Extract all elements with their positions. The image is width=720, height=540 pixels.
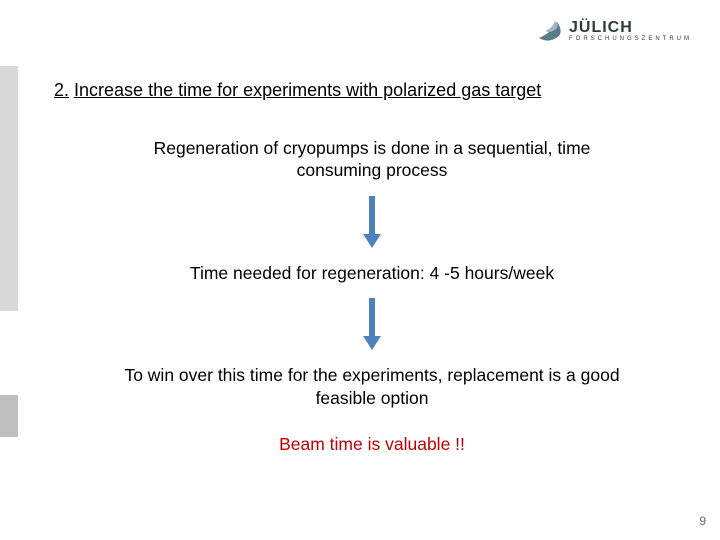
conclusion-text: Beam time is valuable !! [54,433,690,455]
sidebar-block-2 [0,395,18,437]
arrow-1 [54,196,690,248]
down-arrow-icon [363,298,381,350]
logo-name: JÜLICH [569,19,633,37]
down-arrow-icon [363,196,381,248]
arrow-2 [54,298,690,350]
sidebar-block-1 [0,66,18,311]
paragraph-1: Regeneration of cryopumps is done in a s… [112,137,632,182]
julich-logo: JÜLICH FORSCHUNGSZENTRUM [535,16,692,44]
heading-number: 2. [54,80,69,100]
slide-heading: 2. Increase the time for experiments wit… [54,80,690,101]
slide-content: 2. Increase the time for experiments wit… [54,80,690,510]
page-number: 9 [699,514,706,528]
logo-swoosh-icon [535,16,563,44]
paragraph-3: To win over this time for the experiment… [92,364,652,409]
heading-title: Increase the time for experiments with p… [74,80,541,100]
logo-subtitle: FORSCHUNGSZENTRUM [569,36,692,42]
paragraph-2: Time needed for regeneration: 4 -5 hours… [54,262,690,284]
